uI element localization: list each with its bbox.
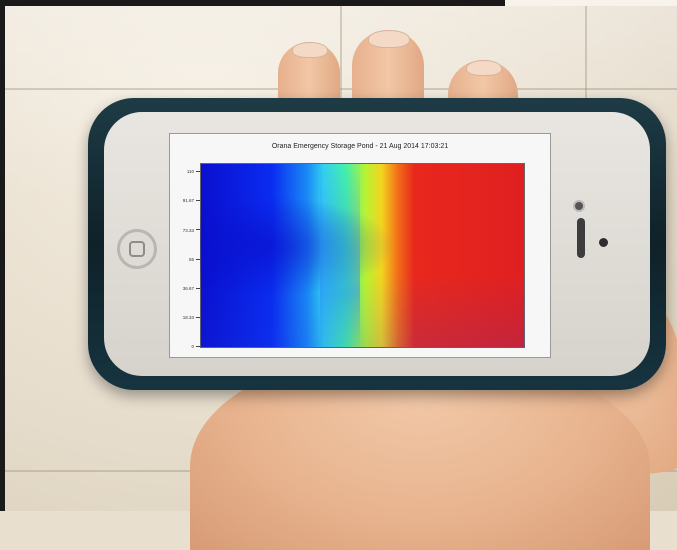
heatmap-shading [200, 163, 525, 348]
fingernail [292, 42, 328, 58]
y-tick-label: 0 [191, 344, 194, 349]
y-tick-label: 55 [188, 257, 194, 262]
fingernail [368, 30, 410, 48]
y-tick-mark [196, 229, 200, 231]
y-tick-mark [196, 346, 200, 347]
heatmap-gradient-band [320, 163, 360, 348]
y-tick-label: 91.67 [182, 198, 194, 203]
y-tick-label: 18.33 [182, 315, 194, 320]
y-tick-mark [196, 171, 200, 172]
y-tick-mark [196, 258, 200, 260]
y-tick-mark [196, 316, 200, 318]
proximity-sensor [599, 238, 608, 247]
frame-gap [505, 0, 677, 6]
earpiece-speaker [577, 218, 585, 258]
fingernail [466, 60, 502, 76]
y-tick-mark [196, 200, 200, 202]
tile-grout-vertical [340, 0, 342, 110]
y-tick-label: 36.67 [182, 286, 194, 291]
front-camera-icon [573, 200, 585, 212]
y-tick-label: 110 [186, 169, 194, 174]
y-tick-label: 73.33 [182, 228, 194, 233]
y-tick-mark [196, 287, 200, 289]
home-button[interactable] [117, 229, 157, 269]
chart-title: Orana Emergency Storage Pond - 21 Aug 20… [271, 143, 449, 150]
frame-border-top [0, 0, 505, 6]
frame-border-left [0, 0, 5, 511]
